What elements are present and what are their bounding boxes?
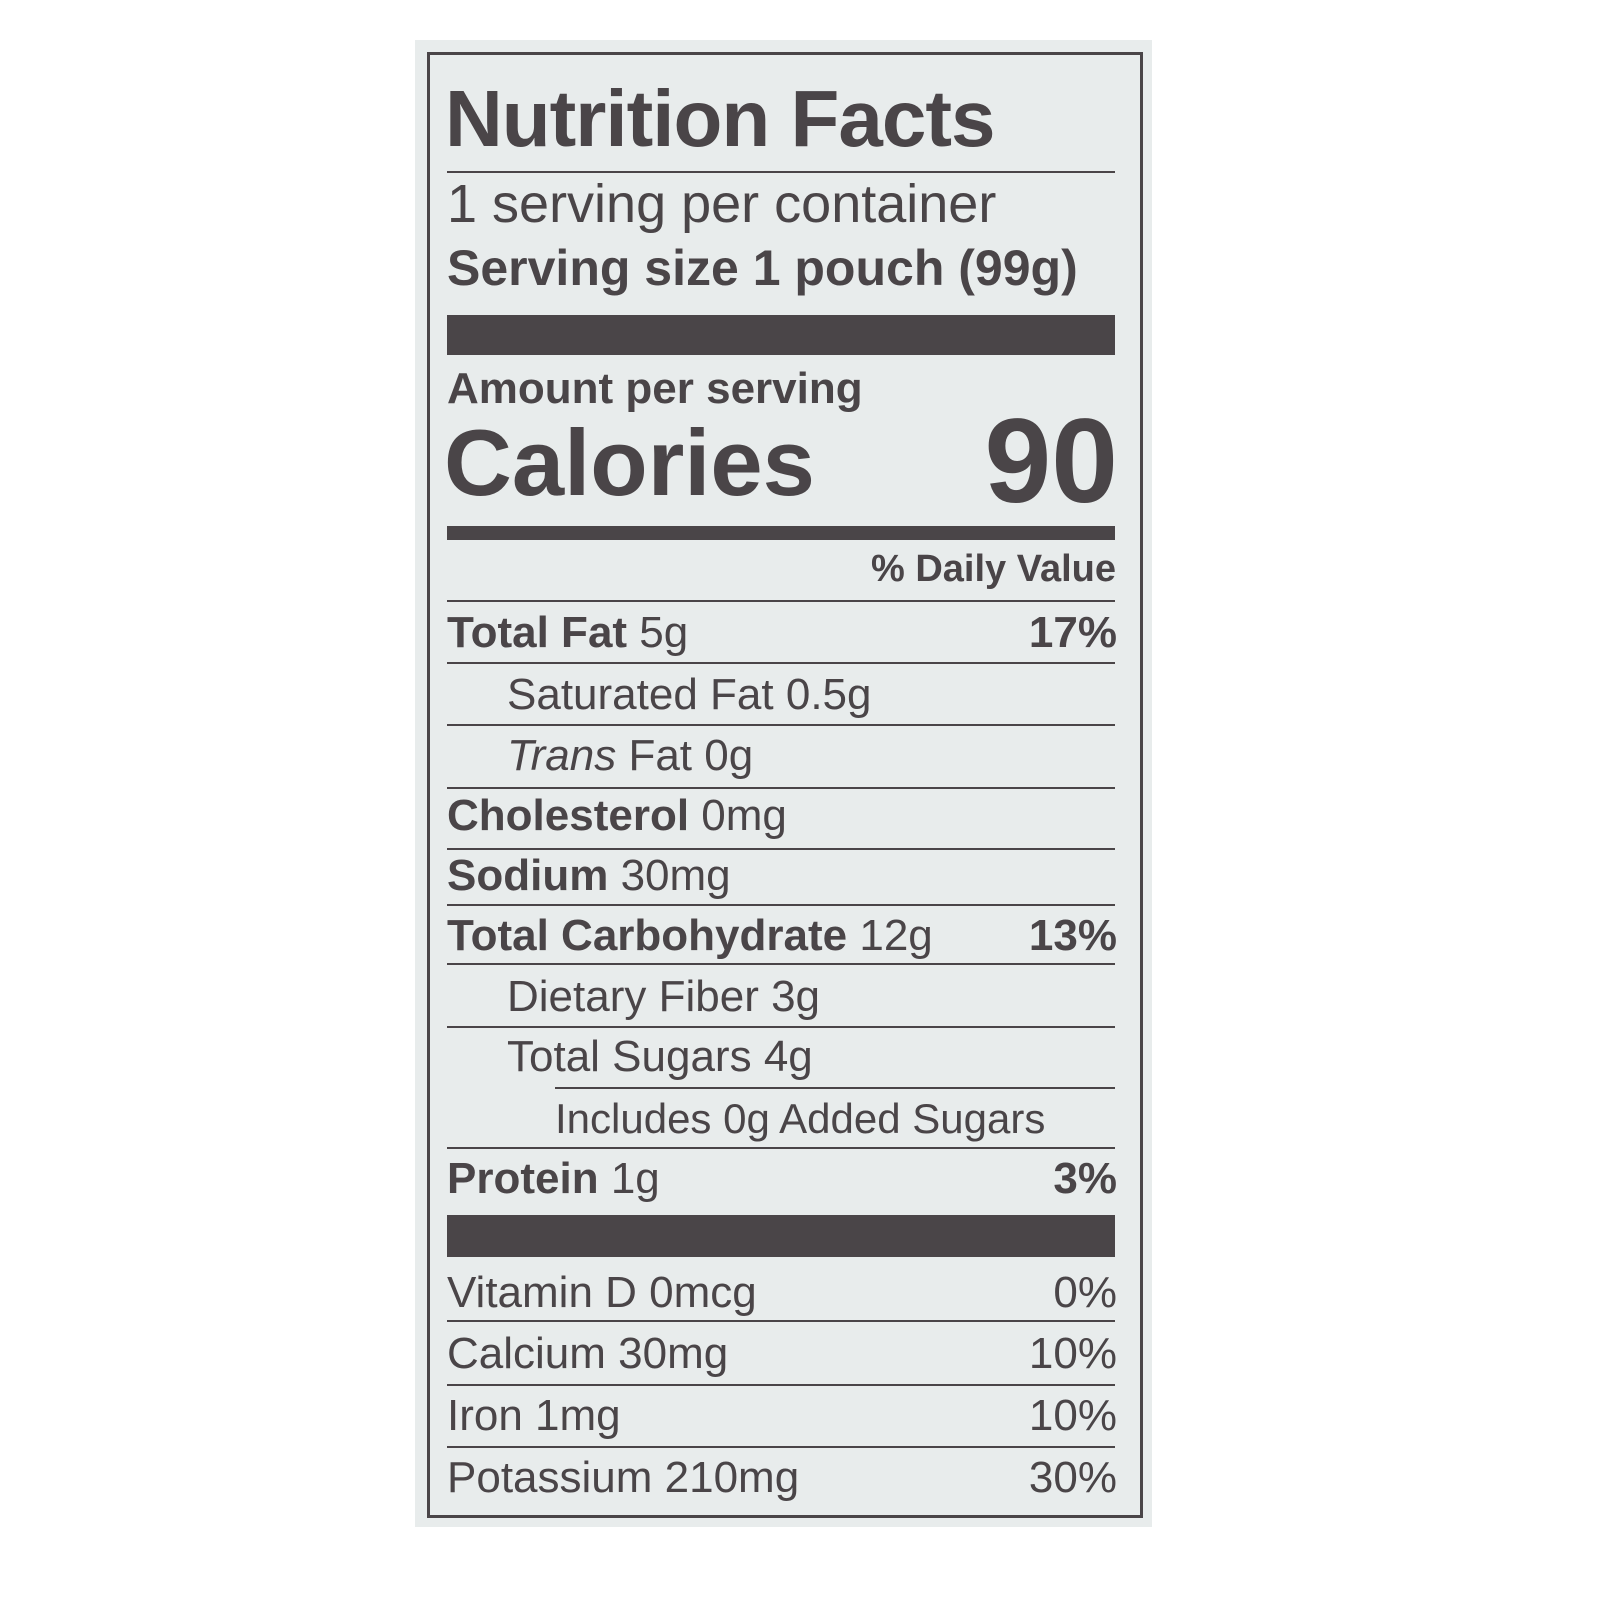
amount-per-serving: Amount per serving — [447, 364, 863, 413]
divider — [447, 171, 1115, 173]
thick-divider — [447, 1215, 1115, 1257]
nutrient-amount: 3g — [771, 972, 821, 1021]
nutrient-amount: 12g — [859, 911, 933, 960]
divider — [447, 787, 1115, 789]
vitamin-dv: 10% — [1028, 1391, 1117, 1440]
divider — [447, 1026, 1115, 1028]
calories-value: 90 — [984, 394, 1118, 528]
nutrient-row-total-carbohydrate: Total Carbohydrate 12g 13% — [447, 911, 1117, 961]
vitamin-name: Iron 1mg — [447, 1391, 621, 1440]
divider — [447, 1384, 1115, 1386]
nutrient-amount: 1g — [610, 1154, 660, 1203]
divider — [447, 1446, 1115, 1448]
vitamin-dv: 10% — [1028, 1329, 1117, 1378]
nutrient-row-saturated-fat: Saturated Fat 0.5g — [447, 670, 1117, 720]
vitamin-dv: 30% — [1028, 1453, 1117, 1502]
nutrient-amount: Fat 0g — [628, 731, 754, 780]
nutrient-row-protein: Protein 1g 3% — [447, 1154, 1117, 1204]
calories-label: Calories — [444, 410, 815, 515]
thick-divider — [447, 315, 1115, 355]
nutrient-row-trans-fat: Trans Fat 0g — [447, 731, 1117, 781]
vitamin-row-calcium: Calcium 30mg 10% — [447, 1329, 1117, 1379]
nutrient-name: Total Fat — [447, 608, 628, 657]
nutrient-name: Cholesterol — [447, 791, 690, 840]
nutrient-amount: 5g — [639, 608, 689, 657]
vitamin-dv: 0% — [1053, 1268, 1117, 1317]
nutrient-amount: 30mg — [620, 851, 731, 900]
divider — [447, 904, 1115, 906]
label-border — [427, 52, 1143, 1518]
nutrient-row-cholesterol: Cholesterol 0mg — [447, 791, 1117, 841]
nutrient-row-total-fat: Total Fat 5g 17% — [447, 608, 1117, 658]
nutrient-amount: 0mg — [701, 791, 787, 840]
nutrient-row-total-sugars: Total Sugars 4g — [447, 1032, 1117, 1082]
servings-per-container: 1 serving per container — [447, 174, 997, 234]
serving-size: Serving size 1 pouch (99g) — [447, 240, 1078, 296]
divider — [447, 662, 1115, 664]
nutrient-row-sodium: Sodium 30mg — [447, 851, 1117, 901]
divider — [447, 1320, 1115, 1322]
vitamin-name: Vitamin D 0mcg — [447, 1268, 757, 1317]
nutrient-name: Sodium — [447, 851, 609, 900]
nutrient-name: Total Carbohydrate — [447, 911, 848, 960]
label-background — [415, 40, 1152, 1527]
vitamin-row-iron: Iron 1mg 10% — [447, 1391, 1117, 1441]
nutrient-name: Protein — [447, 1154, 599, 1203]
vitamin-row-vitamin-d: Vitamin D 0mcg 0% — [447, 1268, 1117, 1318]
divider — [447, 963, 1115, 965]
daily-value-header: % Daily Value — [870, 548, 1116, 590]
medium-divider — [447, 526, 1115, 540]
divider — [555, 1087, 1115, 1089]
nutrient-row-added-sugars: Includes 0g Added Sugars — [447, 1094, 1117, 1144]
divider — [447, 724, 1115, 726]
vitamin-row-potassium: Potassium 210mg 30% — [447, 1453, 1117, 1503]
divider — [447, 1147, 1115, 1149]
nutrient-dv: 3% — [1053, 1154, 1117, 1203]
nutrient-name: Total Sugars — [507, 1032, 752, 1081]
nutrient-name: Dietary Fiber — [507, 972, 759, 1021]
nutrient-row-dietary-fiber: Dietary Fiber 3g — [447, 972, 1117, 1022]
label-title: Nutrition Facts — [445, 74, 995, 163]
nutrient-name: Trans — [507, 731, 617, 780]
nutrient-dv: 13% — [1028, 911, 1117, 960]
vitamin-name: Calcium 30mg — [447, 1329, 729, 1378]
divider — [447, 848, 1115, 850]
nutrient-name: Saturated Fat — [507, 670, 774, 719]
nutrient-amount: 0.5g — [785, 670, 872, 719]
nutrient-amount: 4g — [763, 1032, 813, 1081]
divider — [447, 600, 1115, 602]
vitamin-name: Potassium 210mg — [447, 1453, 800, 1502]
nutrient-name: Includes 0g Added Sugars — [555, 1095, 1046, 1142]
nutrient-dv: 17% — [1028, 608, 1117, 657]
